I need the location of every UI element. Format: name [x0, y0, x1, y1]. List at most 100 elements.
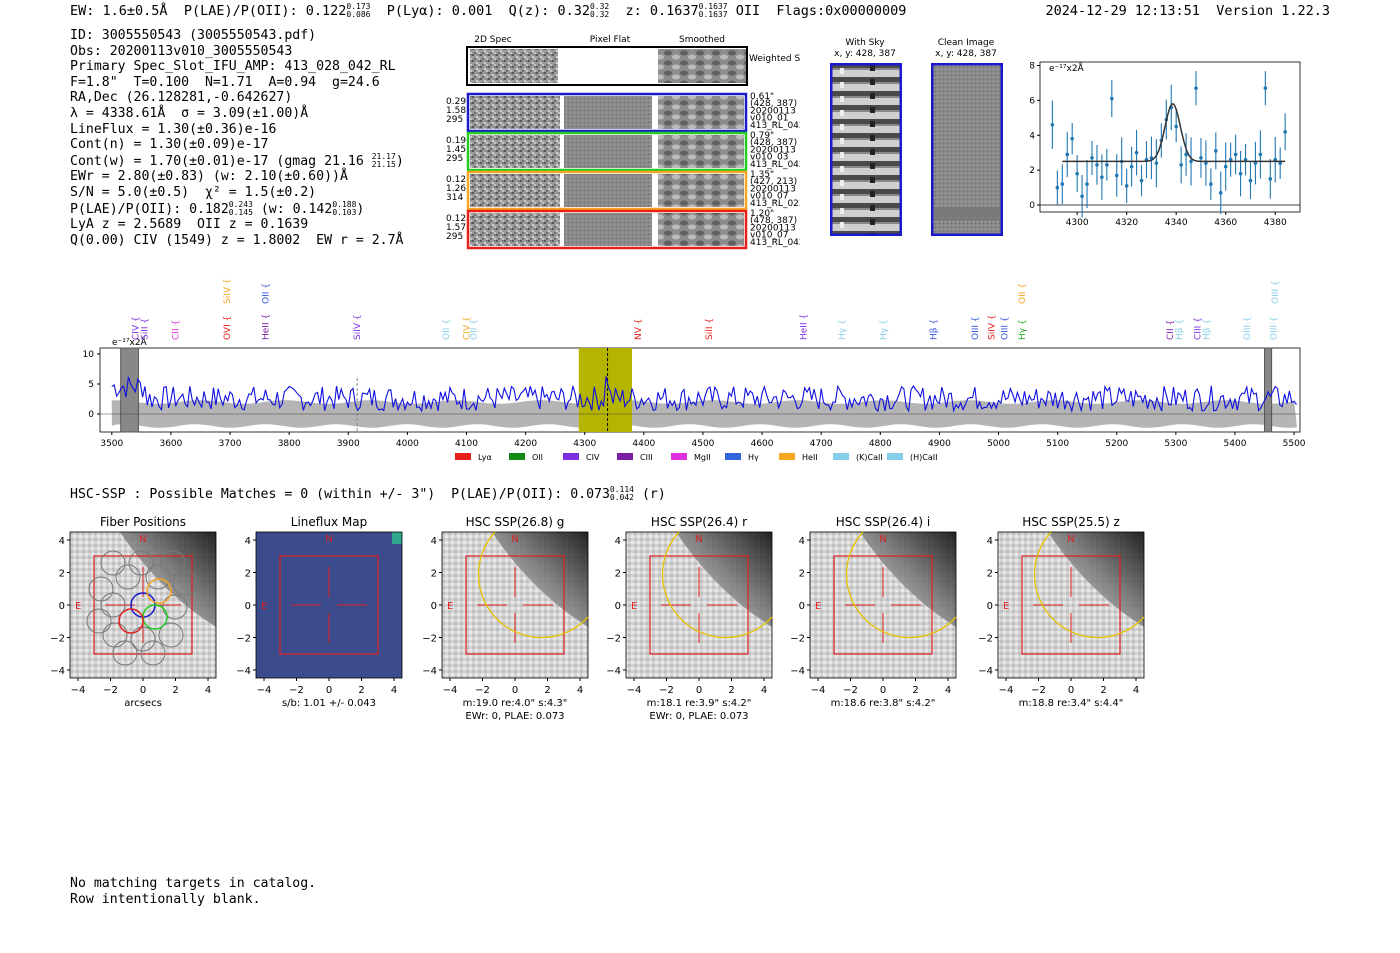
spectra-cutouts: 2D Spec Pixel Flat Smoothed Weighted Sum… — [446, 35, 800, 250]
panel-xtick-label: −2 — [1031, 685, 1046, 696]
spectral-line-label: Hγ { — [1018, 319, 1028, 340]
with-sky-title: With Sky — [845, 38, 885, 48]
legend-swatch — [671, 453, 687, 460]
zoom-point — [1238, 171, 1243, 176]
cutout-meta: 20200113 — [750, 223, 796, 233]
legend-label: Hγ — [748, 453, 759, 462]
panel-xtick-label: −2 — [843, 685, 858, 696]
info-contn: Cont(n) = 1.30(±0.09)e-17 — [70, 137, 269, 153]
gmag-lo: 21.15 — [371, 159, 396, 169]
fiber-circle — [162, 594, 188, 620]
hsc-lo: 0.042 — [609, 493, 634, 502]
info-primary: Primary Spec_Slot_IFU_AMP: 413_028_042_R… — [70, 59, 396, 75]
info-lya: LyA z = 2.5689 OII z = 0.1639 — [70, 217, 309, 233]
panel-ytick-label: 0 — [431, 601, 437, 612]
panel-xtick-label: −2 — [659, 685, 674, 696]
panel-xtick-label: 4 — [577, 685, 583, 696]
zoom-point — [1223, 164, 1228, 169]
zoom-point — [1218, 191, 1223, 195]
fiber-circle — [112, 640, 138, 666]
info-radec: RA,Dec (26.128281,-0.642627) — [70, 90, 293, 106]
cutout-meta: 20200113 — [750, 145, 796, 155]
cutout-meta: 413_RL_042 — [750, 160, 800, 170]
footer-line1: No matching targets in catalog. — [70, 876, 317, 891]
zoom-point — [1070, 136, 1074, 141]
east-marker: E — [1003, 601, 1009, 612]
cutout-meta: (428, 387) — [750, 99, 797, 109]
contw-text: Cont(w) = 1.70(±0.01)e-17 (gmag 21.16 — [70, 153, 364, 169]
panel-ytick-label: 2 — [799, 569, 805, 580]
panel-xtick-label: 0 — [512, 685, 518, 696]
spectrum-xtick-label: 4800 — [869, 439, 892, 449]
panel-ytick-label: 2 — [615, 569, 621, 580]
spectrum-ytick-label: 10 — [83, 350, 95, 360]
cutout-meta: 1.35" — [750, 170, 774, 180]
cutout-meta: 413_RL_042 — [750, 121, 800, 131]
summary-header: EW: 1.6±0.5Å P(LAE)/P(OII): 0.122 0.173 0.… — [70, 2, 906, 20]
spectrum-xtick-label: 4300 — [573, 439, 596, 449]
fiber-circle — [86, 608, 112, 634]
legend-label: CIII — [640, 453, 653, 462]
fiber-circle — [130, 626, 156, 652]
legend-swatch — [779, 453, 795, 460]
zoom-point — [1233, 152, 1238, 157]
spectral-line-label: HeII { — [262, 314, 272, 340]
spectrum-xtick-label: 4000 — [396, 439, 419, 449]
legend-swatch — [887, 453, 903, 460]
cutout-weight: 295 — [446, 232, 463, 242]
zoom-point — [1273, 157, 1278, 162]
panel-caption: EWr: 0, PLAE: 0.073 — [649, 711, 748, 722]
legend-swatch — [563, 453, 579, 460]
cutout-meta: v010_01 — [750, 114, 788, 124]
spectral-line-label: Hγ { — [838, 319, 848, 340]
qz-hi: 0.32 — [589, 2, 610, 11]
ellipse-arc — [477, 531, 589, 639]
fiber-circle-highlight — [146, 578, 172, 604]
hsc-band: (r) — [641, 487, 666, 502]
spectral-line-label: SiIV { — [987, 314, 997, 340]
plae2-hi: 0.243 — [228, 199, 253, 209]
spectral-line-label: OII { — [262, 283, 272, 304]
zoom-ytick-label: 2 — [1030, 166, 1035, 176]
plae-hi: 0.173 — [346, 2, 371, 11]
lineflux-map — [256, 532, 402, 678]
cutout-2dspec — [470, 174, 560, 207]
legend-label: CIV — [586, 453, 600, 462]
hsc-hi: 0.114 — [609, 485, 634, 494]
z-line: OII — [735, 3, 761, 19]
zoom-point — [1100, 175, 1104, 179]
cutout-weight: 1.58 — [446, 106, 466, 116]
hsc-summary-text: HSC-SSP : Possible Matches = 0 (within +… — [70, 487, 610, 502]
panel-xtick-label: −2 — [289, 685, 304, 696]
panel-ytick-label: 0 — [245, 601, 251, 612]
spectral-line-label: OVI { — [223, 316, 233, 340]
plae2-w-lo: 0.103 — [332, 207, 357, 217]
plae2-w-hi: 0.188 — [332, 199, 357, 209]
zoom-point — [1114, 173, 1119, 178]
panel-title: HSC SSP(26.4) i — [836, 515, 931, 529]
clean-image — [931, 63, 1003, 236]
zoom-point — [1258, 152, 1263, 157]
timestamp: 2024-12-29 12:13:51 — [1045, 3, 1200, 19]
zoom-point — [1105, 163, 1109, 167]
zoom-point — [1209, 182, 1213, 186]
aperture-box — [279, 555, 379, 655]
spectrum-xtick-label: 3600 — [159, 439, 182, 449]
spectrum-xtick-label: 5200 — [1105, 439, 1128, 449]
panel-xtick-label: 4 — [391, 685, 397, 696]
panel-xtick-label: −2 — [475, 685, 490, 696]
spectrum-xtick-label: 4700 — [810, 439, 833, 449]
panel-ytick-label: −4 — [236, 666, 251, 677]
spectral-line-label: OII { — [470, 319, 480, 340]
zoom-point — [1075, 171, 1079, 176]
zoom-ytick-label: 4 — [1030, 131, 1035, 141]
legend-swatch — [617, 453, 633, 460]
panel-xtick-label: 2 — [728, 685, 734, 696]
panel-title: HSC SSP(26.8) g — [466, 515, 565, 529]
panel-ytick-label: −4 — [422, 666, 437, 677]
panel-xtick-label: 2 — [358, 685, 364, 696]
east-marker: E — [75, 601, 81, 612]
zoom-point — [1124, 184, 1129, 188]
spectral-line-label: SiIV { — [353, 314, 363, 340]
info-sn: S/N = 5.0(±0.5) χ² = 1.5(±0.2) — [70, 184, 317, 200]
